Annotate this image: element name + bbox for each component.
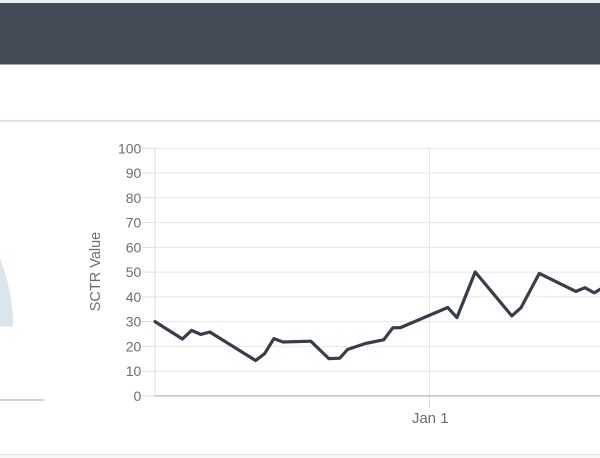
svg-text:80: 80 <box>126 190 142 206</box>
svg-text:90: 90 <box>126 165 142 181</box>
svg-text:70: 70 <box>126 215 142 231</box>
svg-text:20: 20 <box>126 338 142 354</box>
svg-text:Jan 1: Jan 1 <box>412 410 449 427</box>
svg-text:30: 30 <box>126 314 142 330</box>
svg-text:40: 40 <box>126 289 142 305</box>
svg-text:SCTR Value: SCTR Value <box>88 232 104 312</box>
svg-text:0: 0 <box>134 388 142 404</box>
svg-text:10: 10 <box>126 363 142 379</box>
svg-text:60: 60 <box>126 239 142 255</box>
svg-text:100: 100 <box>118 140 142 156</box>
svg-text:50: 50 <box>126 264 142 280</box>
